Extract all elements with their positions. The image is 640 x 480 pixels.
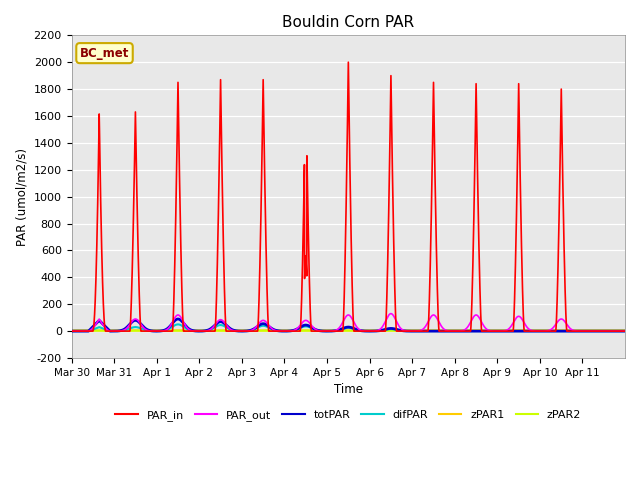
PAR_out [68, 328, 76, 334]
zPAR2 [68, 328, 76, 334]
Legend: PAR_in, PAR_out, totPAR, difPAR, zPAR1, zPAR2: PAR_in, PAR_out, totPAR, difPAR, zPAR1, … [111, 406, 586, 425]
totPAR [206, 326, 214, 332]
PAR_in [196, 328, 204, 334]
zPAR1 [333, 327, 340, 333]
zPAR2 [206, 328, 214, 334]
Line: PAR_out: PAR_out [72, 313, 625, 331]
X-axis label: Time: Time [334, 383, 363, 396]
PAR_in [333, 328, 340, 334]
difPAR [587, 328, 595, 334]
difPAR [234, 328, 241, 334]
difPAR [333, 328, 340, 334]
PAR_out [387, 311, 395, 316]
totPAR [68, 328, 76, 334]
zPAR1 [234, 327, 241, 333]
PAR_out [196, 328, 204, 334]
PAR_out [587, 328, 595, 334]
zPAR2 [234, 328, 241, 334]
PAR_in [68, 328, 76, 334]
PAR_in [244, 328, 252, 334]
totPAR [234, 328, 241, 334]
zPAR2 [333, 328, 340, 334]
PAR_out [244, 328, 252, 334]
zPAR1 [244, 327, 252, 333]
zPAR1 [206, 327, 214, 333]
totPAR [587, 328, 595, 334]
Y-axis label: PAR (umol/m2/s): PAR (umol/m2/s) [15, 148, 28, 246]
zPAR1 [68, 327, 76, 333]
difPAR [244, 328, 252, 334]
difPAR [196, 328, 204, 334]
totPAR [174, 316, 182, 322]
zPAR1 [621, 327, 629, 333]
PAR_out [621, 328, 629, 334]
PAR_in [621, 328, 629, 334]
zPAR1 [196, 327, 204, 333]
difPAR [68, 328, 76, 334]
totPAR [621, 328, 629, 334]
zPAR2 [196, 328, 204, 334]
Text: BC_met: BC_met [80, 47, 129, 60]
difPAR [621, 328, 629, 334]
zPAR2 [586, 328, 594, 334]
zPAR1 [586, 327, 594, 333]
totPAR [333, 328, 340, 334]
Line: difPAR: difPAR [72, 324, 625, 331]
PAR_out [333, 327, 340, 333]
PAR_in [587, 328, 595, 334]
difPAR [206, 327, 214, 333]
Line: PAR_in: PAR_in [72, 62, 625, 331]
zPAR2 [621, 328, 629, 334]
PAR_out [206, 327, 214, 333]
difPAR [174, 322, 182, 327]
totPAR [244, 328, 252, 334]
PAR_in [234, 328, 241, 334]
totPAR [196, 328, 204, 334]
Line: totPAR: totPAR [72, 319, 625, 331]
PAR_out [234, 328, 241, 334]
zPAR2 [244, 328, 252, 334]
PAR_in [344, 60, 352, 65]
Title: Bouldin Corn PAR: Bouldin Corn PAR [282, 15, 414, 30]
PAR_in [206, 328, 214, 334]
